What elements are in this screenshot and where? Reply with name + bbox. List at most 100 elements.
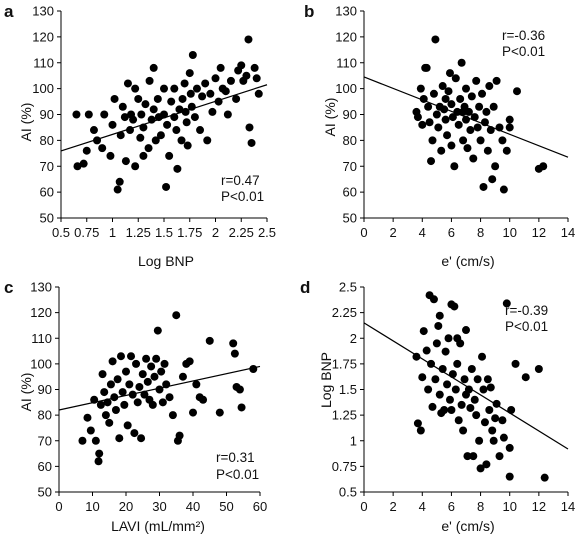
data-point-b (466, 126, 475, 135)
data-point-b (427, 157, 436, 166)
data-point-d (482, 460, 491, 469)
panel-letter-b: b (304, 2, 314, 21)
x-tick-label-b: 8 (477, 225, 484, 240)
y-tick-label-d: 0.75 (332, 459, 357, 474)
data-point-d (483, 375, 492, 384)
data-point-a (151, 136, 160, 145)
data-point-a (160, 110, 168, 119)
data-point-b (445, 69, 454, 78)
data-point-d (492, 399, 501, 408)
data-point-d (419, 327, 428, 336)
data-point-c (78, 436, 87, 445)
data-point-b (463, 144, 472, 153)
data-point-b (447, 141, 456, 150)
data-point-c (86, 426, 95, 435)
data-point-b (413, 113, 422, 122)
data-point-c (229, 339, 238, 348)
x-tick-label-a: 0.75 (74, 225, 99, 240)
data-point-a (116, 131, 125, 140)
data-point-c (135, 382, 144, 391)
data-point-d (432, 339, 441, 348)
data-point-d (457, 400, 466, 409)
data-point-a (153, 94, 162, 103)
data-point-a (82, 146, 91, 155)
y-tick-label-b: 70 (343, 159, 357, 174)
x-tick-label-a: 1 (109, 225, 116, 240)
data-point-b (482, 107, 491, 116)
data-point-a (247, 138, 256, 147)
y-tick-label-a: 110 (33, 55, 54, 70)
data-point-d (521, 373, 530, 382)
y-tick-label-d: 2 (350, 331, 357, 346)
data-point-b (421, 63, 430, 72)
data-point-d (502, 299, 511, 308)
data-point-d (416, 426, 425, 435)
data-point-b (472, 76, 481, 85)
xlabel-c: LAVI (mL/mm²) (111, 518, 205, 534)
data-point-a (141, 100, 150, 109)
data-point-b (505, 123, 514, 132)
data-point-a (156, 131, 165, 140)
y-tick-label-a: 130 (32, 4, 54, 19)
data-point-d (429, 295, 438, 304)
x-tick-label-c: 20 (119, 499, 133, 514)
data-point-b (428, 136, 437, 145)
y-tick-label-b: 130 (335, 4, 357, 19)
data-point-d (478, 352, 487, 361)
data-point-c (130, 429, 139, 438)
data-point-c (115, 434, 124, 443)
data-point-d (418, 373, 427, 382)
data-point-c (168, 411, 177, 420)
data-point-a (250, 63, 259, 72)
ylabel-c: AI (%) (18, 373, 34, 412)
data-point-c (165, 393, 174, 402)
data-point-b (505, 115, 514, 124)
x-tick-label-d: 6 (448, 499, 455, 514)
y-tick-label-d: 2.25 (332, 305, 357, 320)
data-point-a (187, 102, 196, 111)
x-tick-label-a: 2 (212, 225, 219, 240)
data-point-b (457, 58, 466, 67)
data-point-b (498, 136, 507, 145)
data-point-a (113, 185, 122, 194)
xlabel-d: e' (cm/s) (441, 518, 494, 534)
data-point-d (435, 311, 444, 320)
data-point-a (144, 144, 153, 153)
x-tick-label-c: 0 (55, 499, 62, 514)
y-tick-label-c: 80 (38, 408, 52, 423)
data-point-c (142, 354, 151, 363)
data-point-d (422, 346, 431, 355)
data-point-d (460, 375, 469, 384)
panel-letter-d: d (300, 278, 310, 297)
data-point-a (214, 97, 223, 106)
data-point-b (441, 115, 450, 124)
data-point-a (93, 136, 102, 145)
annotation-p-c: P<0.01 (216, 467, 259, 482)
data-point-a (182, 118, 191, 127)
data-point-b (425, 118, 434, 127)
x-tick-label-a: 0.5 (52, 225, 70, 240)
y-tick-label-a: 80 (40, 133, 54, 148)
data-point-c (162, 380, 171, 389)
data-point-a (244, 35, 253, 44)
data-point-c (249, 365, 258, 373)
data-point-c (160, 359, 169, 368)
data-point-d (464, 385, 473, 394)
data-point-c (127, 352, 136, 361)
panel-b: b AI (%) e' (cm/s) 0 2 4 6 8 10 12 14 50 60 70 80 90… (304, 2, 575, 269)
data-point-b (485, 82, 494, 91)
x-tick-label-d: 2 (390, 499, 397, 514)
data-point-c (147, 362, 156, 371)
data-point-d (412, 352, 421, 361)
data-point-a (181, 107, 190, 116)
data-point-d (495, 452, 504, 461)
data-point-b (438, 82, 447, 91)
data-point-a (98, 144, 107, 153)
trend-line-d (363, 322, 569, 450)
data-point-d (507, 406, 516, 414)
data-point-c (96, 400, 105, 409)
data-point-c (94, 457, 103, 466)
data-point-a (198, 92, 207, 101)
x-tick-label-a: 1.25 (126, 225, 151, 240)
data-point-c (91, 436, 100, 445)
